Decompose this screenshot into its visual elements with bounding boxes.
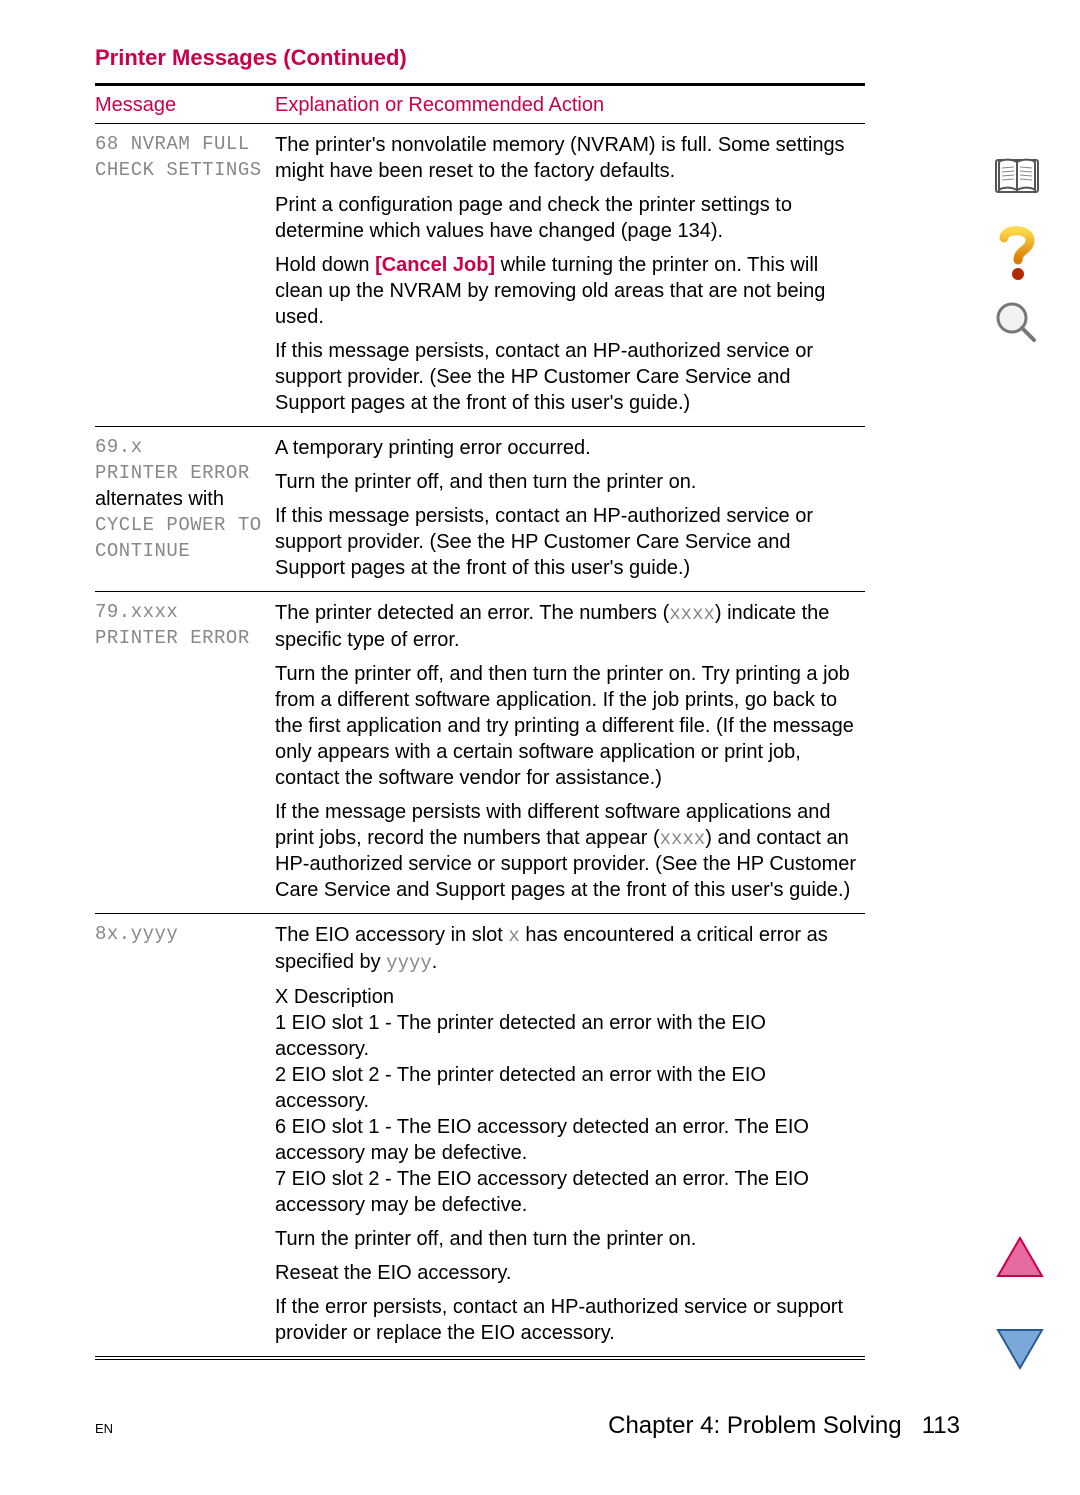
page-up-icon[interactable]	[996, 1236, 1044, 1278]
header-explanation: Explanation or Recommended Action	[275, 94, 865, 117]
explanation-paragraph: If this message persists, contact an HP-…	[275, 338, 865, 416]
header-message: Message	[95, 94, 275, 117]
explanation-paragraph: Print a configuration page and check the…	[275, 192, 865, 244]
explanation-paragraph: If the message persists with different s…	[275, 799, 865, 904]
explanation-paragraph: The printer detected an error. The numbe…	[275, 600, 865, 653]
explanation-paragraph: Hold down [Cancel Job] while turning the…	[275, 252, 865, 330]
explanation-paragraph: X Description 1 EIO slot 1 - The printer…	[275, 984, 865, 1218]
message-cell: 8x.yyyy	[95, 922, 275, 1345]
page-nav	[992, 1236, 1048, 1370]
table-row: 69.xPRINTER ERRORalternates withCYCLE PO…	[95, 427, 865, 592]
message-line: PRINTER ERROR	[95, 461, 265, 487]
explanation-paragraph: If this message persists, contact an HP-…	[275, 503, 865, 581]
footer-page-number: 113	[922, 1412, 960, 1439]
explanation-paragraph: If the error persists, contact an HP-aut…	[275, 1294, 865, 1346]
page-footer: EN Chapter 4: Problem Solving 113	[95, 1412, 960, 1440]
message-line: 8x.yyyy	[95, 922, 265, 948]
message-line: CONTINUE	[95, 539, 265, 565]
explanation-paragraph: Turn the printer off, and then turn the …	[275, 661, 865, 791]
message-line: CYCLE POWER TO	[95, 513, 265, 539]
message-cell: 68 NVRAM FULLCHECK SETTINGS	[95, 132, 275, 416]
explanation-paragraph: Reseat the EIO accessory.	[275, 1260, 865, 1286]
message-cell: 79.xxxxPRINTER ERROR	[95, 600, 275, 903]
message-line: 69.x	[95, 435, 265, 461]
table-row: 68 NVRAM FULLCHECK SETTINGSThe printer's…	[95, 124, 865, 427]
footer-chapter: Chapter 4: Problem Solving	[608, 1412, 901, 1439]
explanation-cell: The printer detected an error. The numbe…	[275, 600, 865, 903]
messages-table: Message Explanation or Recommended Actio…	[95, 83, 865, 1360]
explanation-cell: The printer's nonvolatile memory (NVRAM)…	[275, 132, 865, 416]
message-line: PRINTER ERROR	[95, 626, 265, 652]
help-icon[interactable]	[992, 224, 1042, 274]
message-line: 68 NVRAM FULL	[95, 132, 265, 158]
table-row: 8x.yyyy The EIO accessory in slot x has e…	[95, 914, 865, 1355]
table-header-row: Message Explanation or Recommended Actio…	[95, 86, 865, 124]
page-down-icon[interactable]	[996, 1328, 1044, 1370]
table-title: Printer Messages (Continued)	[95, 45, 960, 71]
table-row: 79.xxxxPRINTER ERRORThe printer detected…	[95, 592, 865, 914]
footer-lang: EN	[95, 1421, 113, 1436]
explanation-paragraph: The EIO accessory in slot x has encounte…	[275, 922, 865, 975]
explanation-paragraph: Turn the printer off, and then turn the …	[275, 1226, 865, 1252]
message-cell: 69.xPRINTER ERRORalternates withCYCLE PO…	[95, 435, 275, 581]
explanation-cell: A temporary printing error occurred. Turn…	[275, 435, 865, 581]
explanation-cell: The EIO accessory in slot x has encounte…	[275, 922, 865, 1345]
explanation-paragraph: A temporary printing error occurred.	[275, 435, 865, 461]
message-line: alternates with	[95, 486, 265, 513]
open-book-icon[interactable]	[992, 150, 1042, 200]
message-line: CHECK SETTINGS	[95, 158, 265, 184]
message-line: 79.xxxx	[95, 600, 265, 626]
explanation-paragraph: Turn the printer off, and then turn the …	[275, 469, 865, 495]
explanation-paragraph: The printer's nonvolatile memory (NVRAM)…	[275, 132, 865, 184]
magnifier-icon[interactable]	[992, 298, 1042, 348]
side-icon-bar	[989, 150, 1045, 348]
